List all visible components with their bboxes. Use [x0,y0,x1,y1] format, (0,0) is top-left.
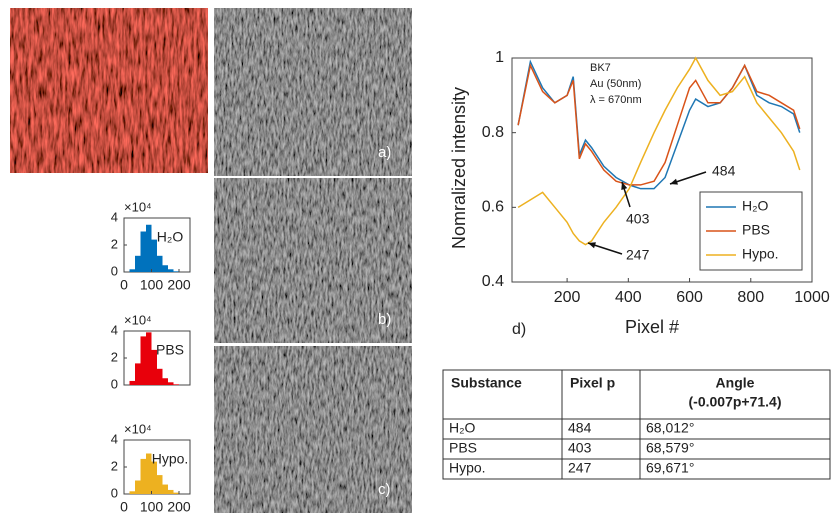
panel-label: c) [378,481,391,498]
hist-bar [140,458,146,494]
table-header: Substance [451,375,522,391]
hist-bar [168,269,174,272]
y-tick-label: 0.8 [482,124,504,141]
y-tick-label: 4 [111,322,118,337]
hist-bar [146,332,152,385]
table-header: Angle [716,375,755,391]
hist-bar [162,265,168,272]
x-tick-label: 100 [140,277,164,293]
data-line [517,63,801,186]
image-a-texture [214,8,412,176]
hist-bar [140,336,146,385]
y-tick-label: 0 [111,376,118,391]
hist-bar [135,480,141,494]
legend-label: PBS [742,222,770,238]
hist-bar [157,255,163,272]
x-tick-label: 0 [120,277,128,293]
arrow-head [670,178,678,185]
y-tick-label: 2 [111,458,118,473]
table-border [442,369,831,480]
annotation: 247 [626,247,650,263]
y-tick-label: 0 [111,485,118,500]
table-cell: H₂O [449,420,476,436]
hist-bar [168,382,174,385]
hist-bar [173,492,179,494]
table-cell: 403 [568,440,592,456]
panel-label: d) [512,321,526,338]
table-cell: PBS [449,440,477,456]
panel-label: a) [378,144,391,161]
hist-bar [140,231,146,272]
hist-bar [157,368,163,385]
arrow-head [621,182,628,190]
gray-images [214,8,412,513]
x-tick-label: 200 [167,499,191,513]
table-cell: Hypo. [449,460,486,476]
hist-bar [168,489,174,494]
hist-bar [146,224,152,272]
annotation: 403 [626,211,650,227]
hist-bar [151,349,157,385]
table-cell: 68,012° [646,420,694,436]
legend-label: Hypo. [742,246,779,262]
annotation: 484 [712,163,736,179]
hist-bar [151,461,157,494]
legend-label: H₂O [742,198,769,214]
image-c-texture [214,346,412,513]
table-cell: 68,579° [646,440,694,456]
data-line [517,56,801,246]
hist-label: Hypo. [152,451,189,467]
y-tick-label: 2 [111,236,118,251]
hist-bar [146,453,152,494]
x-tick-label: 1000 [794,289,830,306]
table-header-sub: (-0.007p+71.4) [689,394,782,410]
hist-label: PBS [156,342,184,358]
red-image [10,8,208,173]
table-header: Pixel p [570,375,615,391]
arrow-head [588,242,596,249]
x-tick-label: 100 [140,499,164,513]
x-tick-label: 600 [676,289,703,306]
y-tick-label: 4 [111,431,118,446]
y-tick-label: 0.4 [482,273,504,290]
hist-bar [173,271,179,272]
annotation: BK7 [590,62,611,74]
y-axis-label: Nomralized intensity [449,87,469,249]
y-tick-label: 4 [111,209,118,224]
hist-bar [162,378,168,385]
hist-label: H₂O [157,229,184,245]
image-b-texture [214,178,412,343]
hist-bar [173,384,179,385]
annotation: λ = 670nm [590,94,642,106]
y-tick-label: 0.6 [482,199,504,216]
hist-bar [135,255,141,272]
y-tick-label: 1 [495,49,504,66]
x-tick-label: 400 [615,289,642,306]
panel-label: b) [378,311,391,328]
hist-bar [162,484,168,494]
y-multiplier: ×10⁴ [124,199,152,214]
hist-bar [129,491,135,494]
x-tick-label: 200 [554,289,581,306]
y-tick-label: 0 [111,263,118,278]
x-tick-label: 200 [167,277,191,293]
hist-bar [129,269,135,272]
x-tick-label: 800 [737,289,764,306]
table-cell: 247 [568,460,592,476]
hist-bar [151,239,157,272]
y-tick-label: 2 [111,349,118,364]
hist-bar [129,380,135,385]
y-multiplier: ×10⁴ [124,421,152,436]
table-cell: 484 [568,420,592,436]
x-tick-label: 0 [120,499,128,513]
hist-bar [135,363,141,385]
y-multiplier: ×10⁴ [124,312,152,327]
hist-bar [157,475,163,494]
table-cell: 69,671° [646,460,694,476]
x-axis-label: Pixel # [625,317,679,337]
annotation: Au (50nm) [590,78,641,90]
